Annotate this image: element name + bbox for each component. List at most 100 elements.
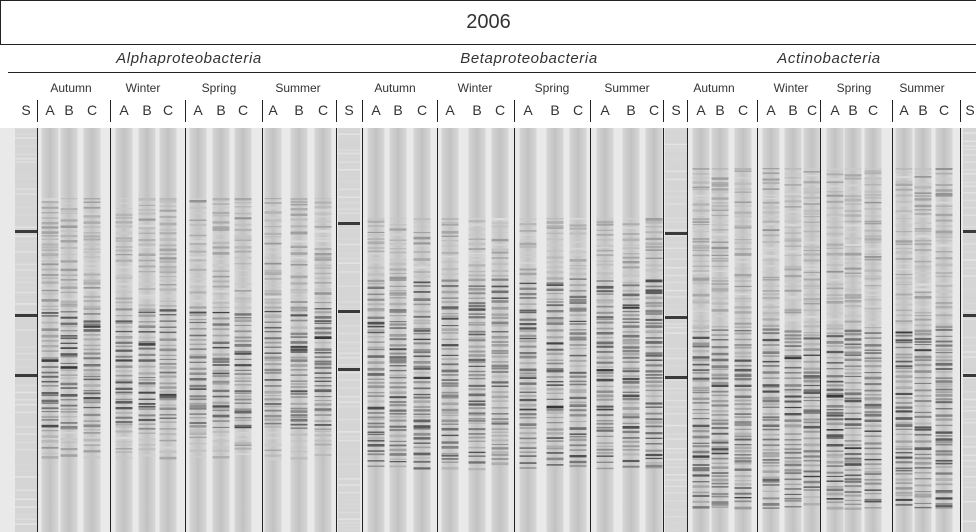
lane-label: C (572, 102, 584, 118)
gel-lane (491, 128, 509, 532)
lane-label: C (867, 102, 879, 118)
lane-label: B (788, 102, 798, 118)
gel-lane (844, 128, 862, 532)
gel-lane (441, 128, 459, 532)
standard-lane-label: S (671, 102, 681, 118)
lane-label: C (237, 102, 249, 118)
gel-lane (83, 128, 101, 532)
lane-separator (757, 100, 758, 122)
lane-label: C (162, 102, 174, 118)
gel-lane (895, 128, 913, 532)
lane-label: C (86, 102, 98, 118)
lane-label: B (64, 102, 74, 118)
lane-separator (590, 100, 591, 122)
season-label: Autumn (693, 81, 735, 95)
lane-label: C (494, 102, 506, 118)
gel-lane (622, 128, 640, 532)
lane-label: C (806, 102, 818, 118)
season-label: Spring (534, 81, 570, 95)
lane-label: A (523, 102, 533, 118)
lane-label: B (216, 102, 226, 118)
gel-lane (692, 128, 710, 532)
standard-lane (338, 128, 360, 532)
gel-lane (60, 128, 78, 532)
gel-lane (367, 128, 385, 532)
gel-lane (138, 128, 156, 532)
lane-label: A (766, 102, 776, 118)
lane-label: C (938, 102, 950, 118)
gel-lane (290, 128, 308, 532)
standard-lane-label: S (21, 102, 31, 118)
gel-lane (864, 128, 882, 532)
title-row: 2006 (0, 0, 976, 44)
lane-separator (687, 100, 688, 122)
lane-separator (514, 100, 515, 122)
group-label: Actinobacteria (777, 50, 881, 67)
standard-lane-label: S (344, 102, 354, 118)
lane-label: B (550, 102, 560, 118)
lane-label: B (142, 102, 152, 118)
lane-label: A (371, 102, 381, 118)
gel-lane (803, 128, 821, 532)
gel-lane (519, 128, 537, 532)
group-header-row: Alphaproteobacteria Betaproteobacteria Act… (0, 45, 976, 72)
standard-lane (15, 128, 37, 532)
lane-label: A (45, 102, 55, 118)
gel-lane (468, 128, 486, 532)
season-label: Winter (125, 81, 161, 95)
season-label: Summer (899, 81, 945, 95)
lane-label: B (294, 102, 304, 118)
lane-separator (110, 100, 111, 122)
lane-label: B (626, 102, 636, 118)
lane-separator (262, 100, 263, 122)
lane-separator (362, 100, 363, 122)
lane-label: A (193, 102, 203, 118)
lane-separator (336, 100, 337, 122)
season-label: Spring (836, 81, 872, 95)
gel-lane (389, 128, 407, 532)
lane-separator (185, 100, 186, 122)
lane-label: A (696, 102, 706, 118)
lane-separator (892, 100, 893, 122)
lane-separator (820, 100, 821, 122)
figure-title: 2006 (466, 11, 511, 33)
gel-lane (784, 128, 802, 532)
gel-lane (413, 128, 431, 532)
season-label: Summer (604, 81, 650, 95)
gel-lane (264, 128, 282, 532)
lane-label: B (848, 102, 858, 118)
gel-lane (41, 128, 59, 532)
season-label: Autumn (374, 81, 416, 95)
lane-label: C (737, 102, 749, 118)
lane-label: C (317, 102, 329, 118)
gel-lane (734, 128, 752, 532)
lane-separator (437, 100, 438, 122)
gel-lane (314, 128, 332, 532)
gel-lane (914, 128, 932, 532)
season-label: Spring (201, 81, 237, 95)
lane-label: A (600, 102, 610, 118)
lane-label: A (119, 102, 129, 118)
gel-lane (212, 128, 230, 532)
gel-lane (189, 128, 207, 532)
gel-lane (596, 128, 614, 532)
group-label: Alphaproteobacteria (116, 50, 262, 67)
lane-label: C (416, 102, 428, 118)
lane-label: A (830, 102, 840, 118)
lane-label: B (918, 102, 928, 118)
gel-image (0, 128, 976, 532)
gel-lane (645, 128, 663, 532)
gel-lane (159, 128, 177, 532)
lane-label: C (648, 102, 660, 118)
lane-label: B (393, 102, 403, 118)
gel-lane (546, 128, 564, 532)
season-label: Summer (275, 81, 321, 95)
group-label: Betaproteobacteria (460, 50, 598, 67)
standard-lane (963, 128, 976, 532)
lane-label: B (715, 102, 725, 118)
gel-lane (115, 128, 133, 532)
lane-separator (37, 100, 38, 122)
season-label: Winter (457, 81, 493, 95)
season-label: Autumn (50, 81, 92, 95)
